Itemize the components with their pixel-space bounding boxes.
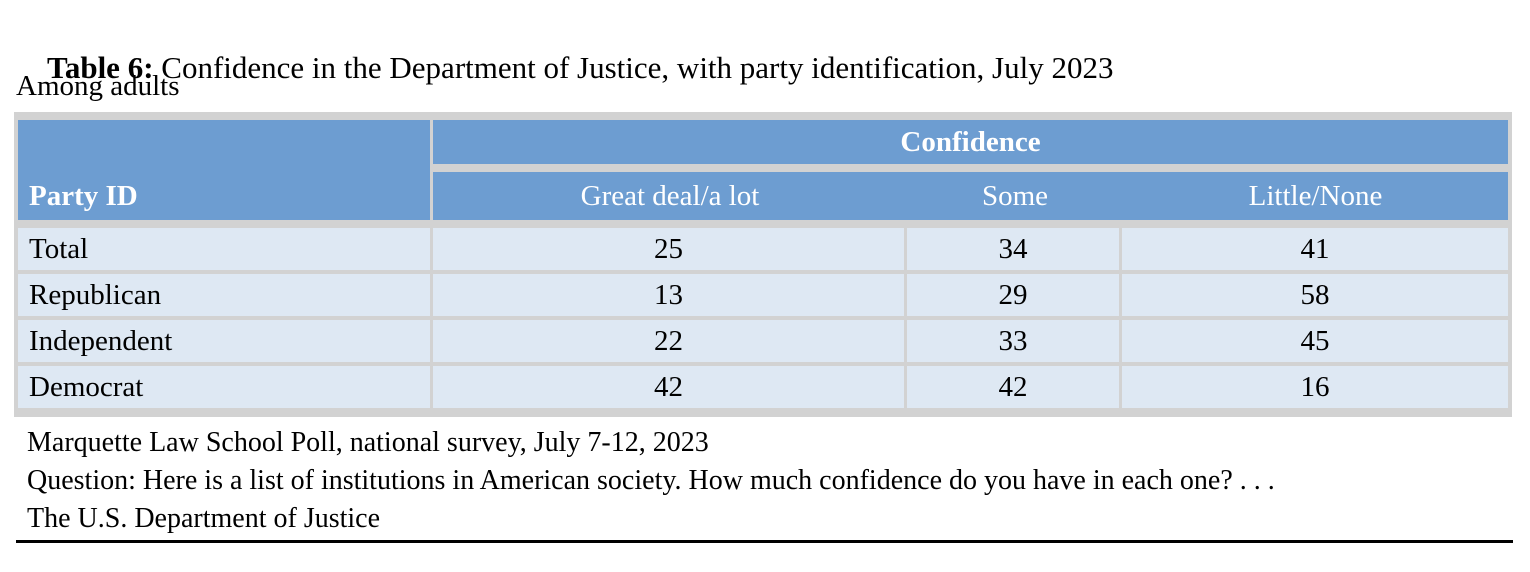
value-cell: 13 — [433, 274, 904, 316]
table-row-total: Total 25 34 41 — [18, 228, 1508, 270]
row-label-cell: Democrat — [18, 366, 430, 408]
value-cell: 34 — [907, 228, 1119, 270]
column-header-great-deal: Great deal/a lot — [433, 172, 907, 220]
table-row-independent: Independent 22 33 45 — [18, 320, 1508, 362]
table-body: Total 25 34 41 Republican 13 29 58 Indep… — [18, 228, 1508, 408]
table-number-label: Table 6: — [47, 50, 154, 85]
value-cell: 22 — [433, 320, 904, 362]
page-title: Table 6: Confidence in the Department of… — [16, 14, 1113, 122]
column-header-row: Great deal/a lot Some Little/None — [433, 172, 1508, 220]
table-title-text: Confidence in the Department of Justice,… — [153, 50, 1114, 85]
confidence-table: Party ID Confidence Great deal/a lot Som… — [14, 112, 1512, 417]
confidence-group-header-cell: Confidence — [433, 120, 1508, 164]
row-label-cell: Independent — [18, 320, 430, 362]
question-text-line2: The U.S. Department of Justice — [27, 503, 381, 534]
table-row-republican: Republican 13 29 58 — [18, 274, 1508, 316]
column-header-little-none: Little/None — [1123, 172, 1508, 220]
value-cell: 45 — [1122, 320, 1508, 362]
value-cell: 29 — [907, 274, 1119, 316]
row-label-cell: Republican — [18, 274, 430, 316]
value-cell: 25 — [433, 228, 904, 270]
table-header: Party ID Confidence Great deal/a lot Som… — [18, 120, 1508, 220]
header-divider — [433, 164, 1508, 172]
party-id-header-cell: Party ID — [18, 120, 430, 220]
source-line: Marquette Law School Poll, national surv… — [27, 427, 709, 458]
bottom-divider-rule — [16, 540, 1513, 543]
value-cell: 41 — [1122, 228, 1508, 270]
value-cell: 42 — [907, 366, 1119, 408]
table-row-democrat: Democrat 42 42 16 — [18, 366, 1508, 408]
question-text-line1: Question: Here is a list of institutions… — [27, 465, 1275, 496]
value-cell: 16 — [1122, 366, 1508, 408]
subtitle-among-adults: Among adults — [16, 70, 180, 102]
row-label-cell: Total — [18, 228, 430, 270]
value-cell: 33 — [907, 320, 1119, 362]
confidence-header-group: Confidence Great deal/a lot Some Little/… — [433, 120, 1508, 220]
header-body-divider — [18, 220, 1508, 228]
value-cell: 42 — [433, 366, 904, 408]
value-cell: 58 — [1122, 274, 1508, 316]
column-header-some: Some — [907, 172, 1123, 220]
